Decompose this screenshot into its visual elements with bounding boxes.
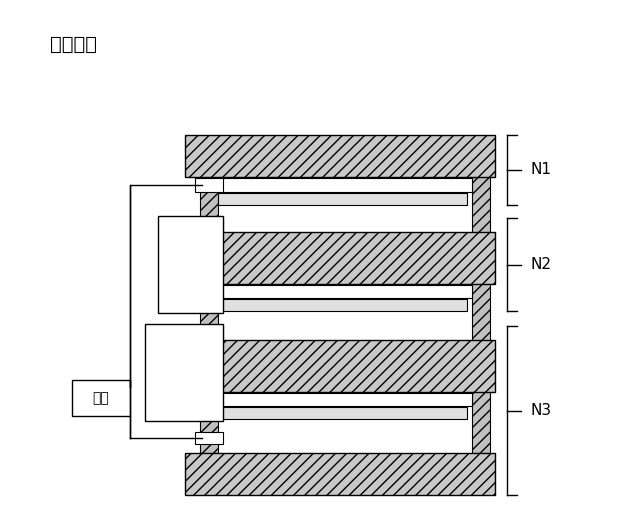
Bar — [185, 232, 495, 284]
Bar — [175, 326, 223, 339]
Text: N1: N1 — [531, 162, 552, 178]
Bar — [218, 299, 467, 311]
Bar — [218, 407, 467, 419]
Bar — [72, 380, 130, 416]
Bar — [175, 218, 223, 231]
Bar — [185, 453, 495, 495]
Bar — [195, 178, 223, 192]
Bar — [472, 177, 490, 453]
Bar — [145, 324, 223, 421]
Bar — [185, 340, 495, 392]
Bar — [185, 135, 495, 177]
Bar — [195, 432, 223, 444]
Text: 負荷: 負荷 — [93, 391, 109, 405]
Bar — [200, 177, 218, 453]
Bar — [218, 193, 467, 205]
Bar — [218, 393, 472, 406]
Bar — [158, 216, 223, 313]
Text: N3: N3 — [531, 403, 552, 418]
Bar — [218, 285, 472, 298]
Text: 【図９】: 【図９】 — [50, 35, 97, 54]
Text: N2: N2 — [531, 257, 552, 272]
Bar — [218, 178, 472, 192]
